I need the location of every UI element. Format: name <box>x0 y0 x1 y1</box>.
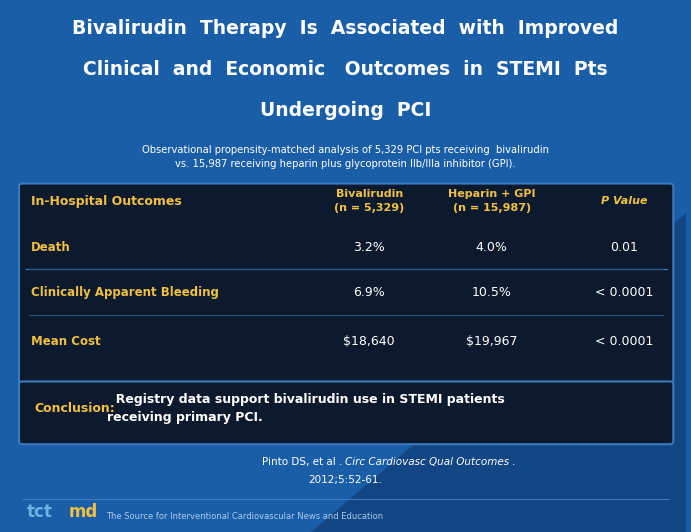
Text: Death: Death <box>31 241 71 254</box>
Text: Registry data support bivalirudin use in STEMI patients
receiving primary PCI.: Registry data support bivalirudin use in… <box>107 393 505 425</box>
Text: $19,967: $19,967 <box>466 335 518 348</box>
Text: 10.5%: 10.5% <box>472 286 511 299</box>
Text: Undergoing  PCI: Undergoing PCI <box>260 101 431 120</box>
Text: < 0.0001: < 0.0001 <box>595 335 654 348</box>
Text: Observational propensity-matched analysis of 5,329 PCI pts receiving  bivalirudi: Observational propensity-matched analysi… <box>142 145 549 169</box>
Text: tct: tct <box>27 503 53 521</box>
Text: Mean Cost: Mean Cost <box>31 335 101 348</box>
Text: Heparin + GPI
(n = 15,987): Heparin + GPI (n = 15,987) <box>448 189 536 213</box>
FancyBboxPatch shape <box>19 381 673 444</box>
Text: 3.2%: 3.2% <box>353 241 385 254</box>
Text: Circ Cardiovasc Qual Outcomes .: Circ Cardiovasc Qual Outcomes . <box>346 457 516 467</box>
Text: md: md <box>68 503 98 521</box>
Text: 6.9%: 6.9% <box>353 286 385 299</box>
Text: Bivalirudin  Therapy  Is  Associated  with  Improved: Bivalirudin Therapy Is Associated with I… <box>73 19 618 38</box>
Text: $18,640: $18,640 <box>343 335 395 348</box>
Text: Pinto DS, et al .: Pinto DS, et al . <box>262 457 346 467</box>
Text: P Value: P Value <box>601 196 647 206</box>
Text: In-Hospital Outcomes: In-Hospital Outcomes <box>31 195 182 207</box>
Text: Clinically Apparent Bleeding: Clinically Apparent Bleeding <box>31 286 219 299</box>
Text: 2012;5:52-61.: 2012;5:52-61. <box>309 475 382 485</box>
Polygon shape <box>312 213 685 532</box>
Text: 4.0%: 4.0% <box>476 241 508 254</box>
Text: Clinical  and  Economic   Outcomes  in  STEMI  Pts: Clinical and Economic Outcomes in STEMI … <box>83 60 608 79</box>
Text: Conclusion:: Conclusion: <box>35 402 115 415</box>
Text: < 0.0001: < 0.0001 <box>595 286 654 299</box>
Text: 0.01: 0.01 <box>610 241 638 254</box>
Text: Bivalirudin
(n = 5,329): Bivalirudin (n = 5,329) <box>334 189 404 213</box>
FancyBboxPatch shape <box>19 184 673 383</box>
Text: The Source for Interventional Cardiovascular News and Education: The Source for Interventional Cardiovasc… <box>106 512 384 520</box>
